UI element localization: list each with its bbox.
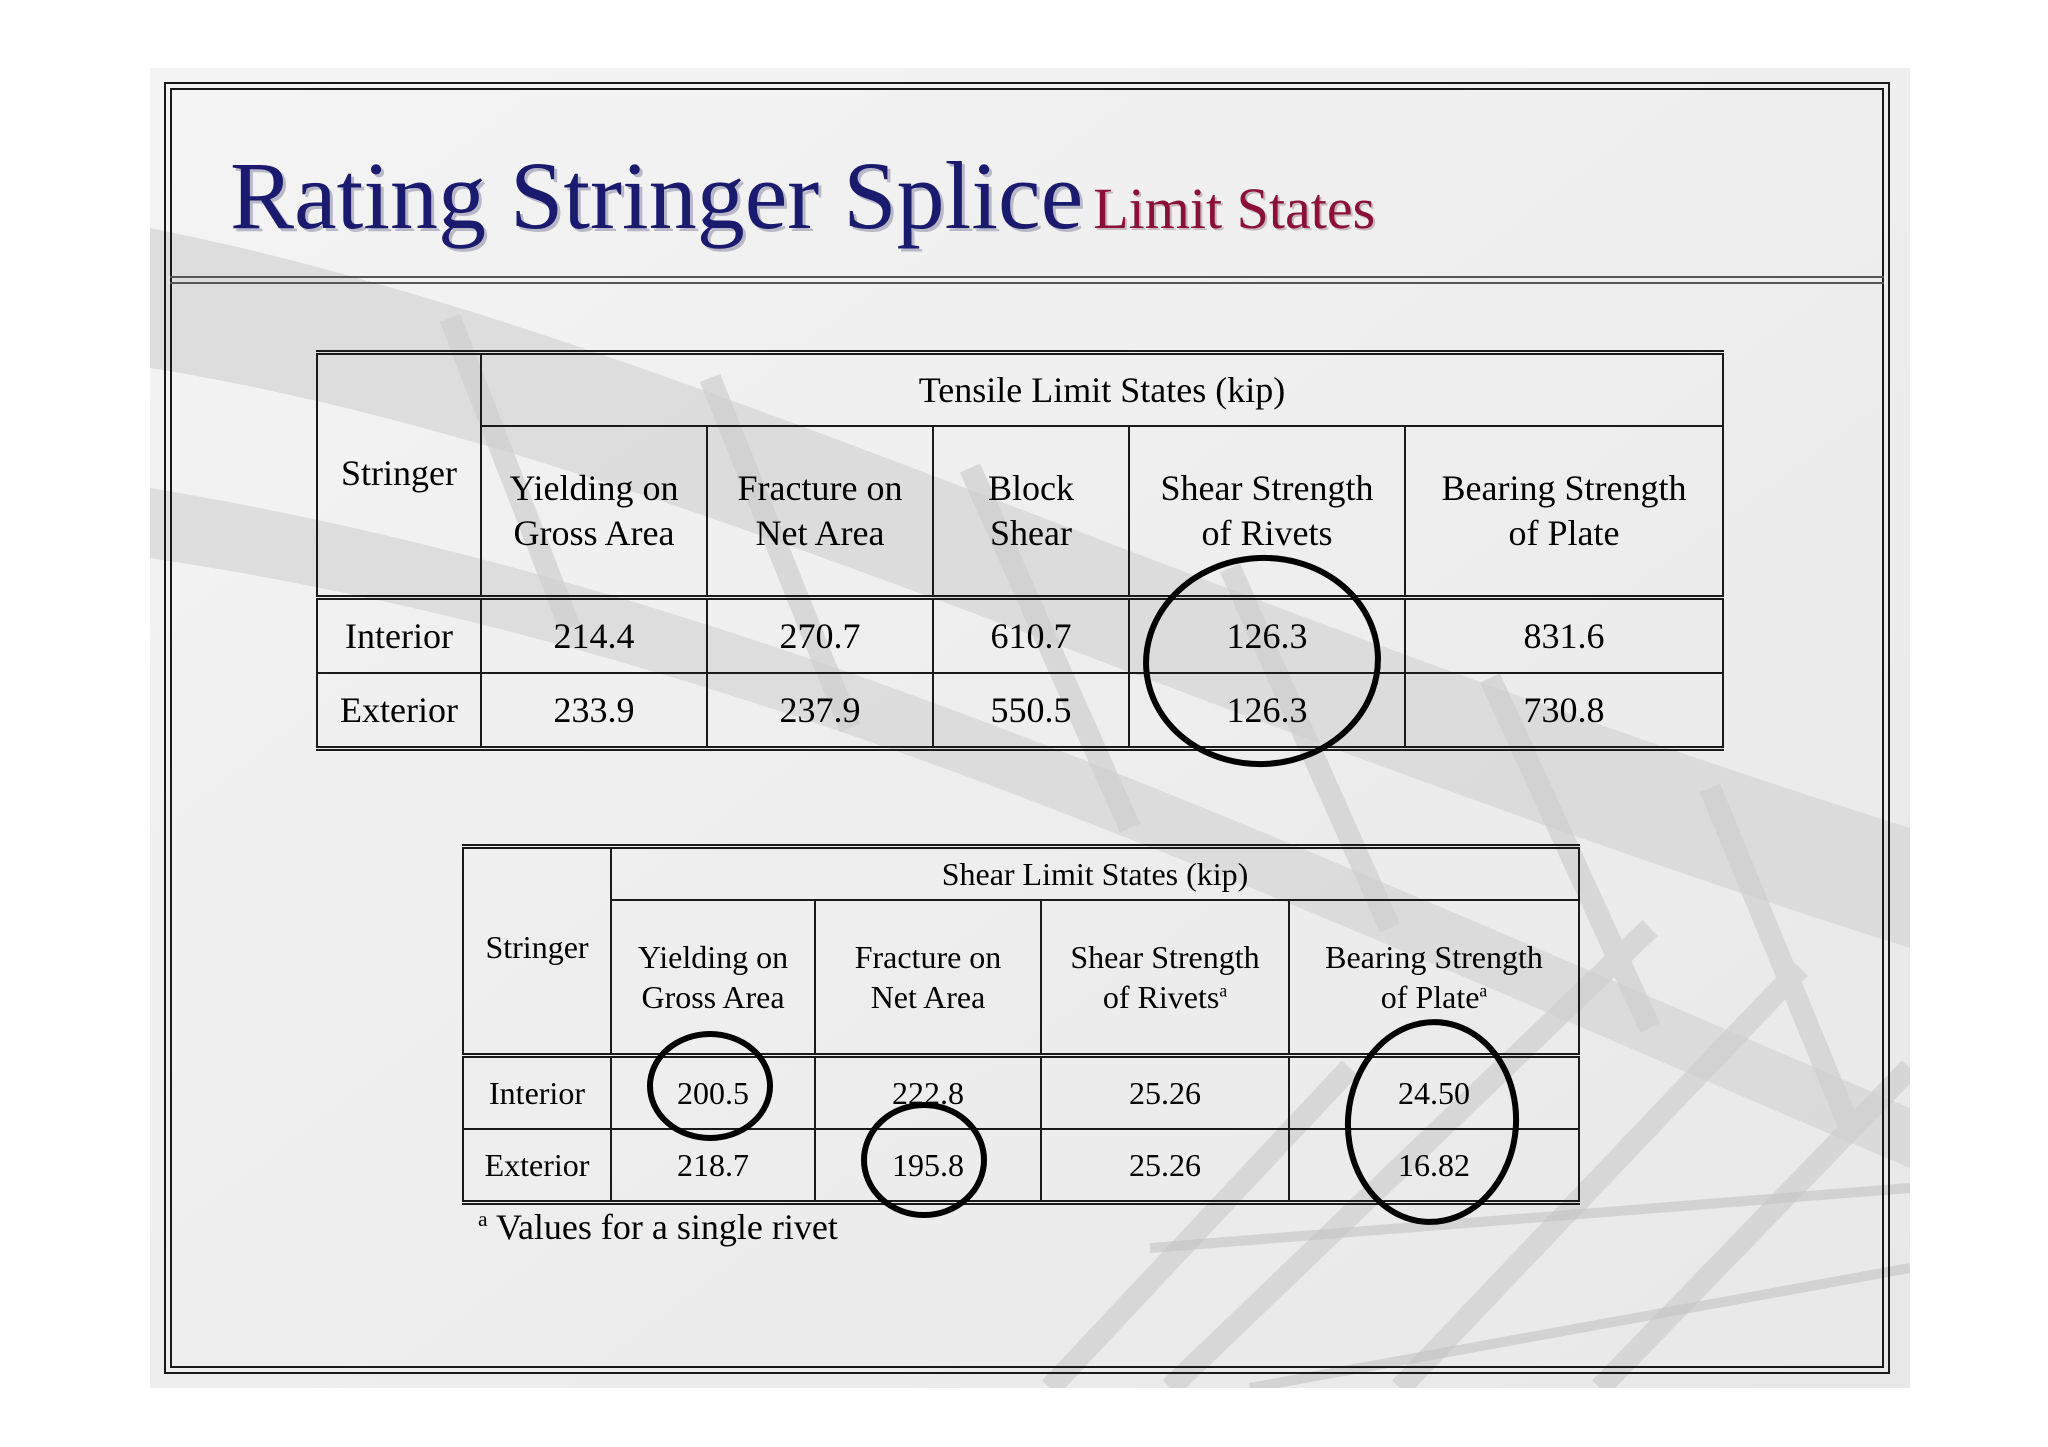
group-header: Shear Limit States (kip) <box>610 845 1580 901</box>
table-cell: 16.82 <box>1288 1128 1580 1204</box>
title-subtitle: Limit States <box>1093 176 1376 241</box>
table-cell: 218.7 <box>610 1128 816 1204</box>
column-header: Block Shear <box>932 425 1130 599</box>
page-title: Rating Stringer Splice Limit States <box>230 140 1375 251</box>
column-header: Bearing Strength of Plate <box>1404 425 1724 599</box>
row-label: Exterior <box>462 1128 612 1204</box>
footnote-marker: a <box>1219 980 1228 1001</box>
footnote-text: Values for a single rivet <box>487 1207 838 1247</box>
table-cell: 730.8 <box>1404 672 1724 750</box>
column-header: Fracture on Net Area <box>706 425 934 599</box>
stringer-header: Stringer <box>462 845 612 1057</box>
group-header: Tensile Limit States (kip) <box>480 351 1724 427</box>
row-label: Exterior <box>316 672 482 750</box>
table-cell: 270.7 <box>706 596 934 674</box>
table-cell: 25.26 <box>1040 1128 1290 1204</box>
footnote: a Values for a single rivet <box>478 1206 838 1248</box>
column-header: Shear Strength of Rivets <box>1128 425 1406 599</box>
table-row: Interior 200.5 222.8 25.26 24.50 <box>462 1054 1580 1130</box>
table-cell: 237.9 <box>706 672 934 750</box>
tensile-limit-states-table: Stringer Tensile Limit States (kip) Yiel… <box>316 350 1724 751</box>
table-cell: 25.26 <box>1040 1054 1290 1130</box>
table-cell: 831.6 <box>1404 596 1724 674</box>
table-cell: 200.5 <box>610 1054 816 1130</box>
slide-frame-inner <box>170 88 1884 1368</box>
table-cell: 214.4 <box>480 596 708 674</box>
table-cell: 195.8 <box>814 1128 1042 1204</box>
column-header: Fracture on Net Area <box>814 899 1042 1057</box>
title-divider <box>170 276 1884 278</box>
title-main: Rating Stringer Splice <box>230 142 1084 249</box>
table-row: Exterior 233.9 237.9 550.5 126.3 730.8 <box>316 672 1724 750</box>
row-label: Interior <box>316 596 482 674</box>
footnote-marker: a <box>478 1207 488 1231</box>
table-cell: 610.7 <box>932 596 1130 674</box>
table-cell: 233.9 <box>480 672 708 750</box>
table-row: Interior 214.4 270.7 610.7 126.3 831.6 <box>316 596 1724 674</box>
table-cell: 126.3 <box>1128 596 1406 674</box>
table-cell: 126.3 <box>1128 672 1406 750</box>
table-cell: 222.8 <box>814 1054 1042 1130</box>
table-cell: 550.5 <box>932 672 1130 750</box>
shear-limit-states-table: Stringer Shear Limit States (kip) Yieldi… <box>462 844 1580 1205</box>
title-divider-second <box>170 282 1884 284</box>
table-cell: 24.50 <box>1288 1054 1580 1130</box>
column-header: Shear Strength of Rivetsa <box>1040 899 1290 1057</box>
row-label: Interior <box>462 1054 612 1130</box>
slide-frame-outer <box>164 82 1890 1374</box>
column-header: Yielding on Gross Area <box>610 899 816 1057</box>
column-header: Bearing Strength of Platea <box>1288 899 1580 1057</box>
table-row: Exterior 218.7 195.8 25.26 16.82 <box>462 1128 1580 1204</box>
column-header: Yielding on Gross Area <box>480 425 708 599</box>
footnote-marker: a <box>1479 980 1488 1001</box>
stringer-header: Stringer <box>316 351 482 599</box>
